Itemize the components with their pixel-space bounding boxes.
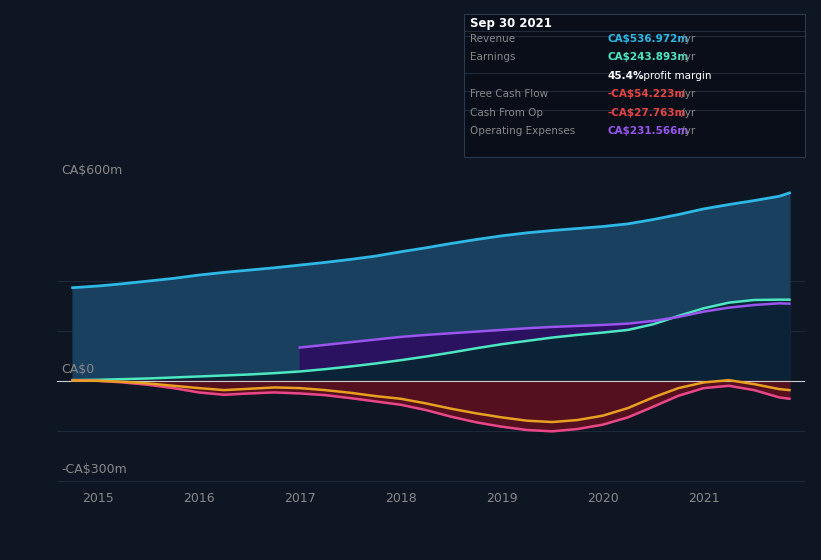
Text: 45.4%: 45.4% bbox=[608, 71, 644, 81]
Text: -CA$27.763m: -CA$27.763m bbox=[608, 108, 686, 118]
Text: CA$600m: CA$600m bbox=[62, 164, 122, 176]
Text: -CA$300m: -CA$300m bbox=[62, 463, 127, 476]
Text: /yr: /yr bbox=[678, 34, 695, 44]
Text: Earnings: Earnings bbox=[470, 52, 516, 62]
Text: Cash From Op: Cash From Op bbox=[470, 108, 544, 118]
Text: CA$231.566m: CA$231.566m bbox=[608, 126, 689, 136]
Text: /yr: /yr bbox=[678, 126, 695, 136]
Text: Sep 30 2021: Sep 30 2021 bbox=[470, 17, 553, 30]
Text: /yr: /yr bbox=[678, 108, 695, 118]
Text: CA$536.972m: CA$536.972m bbox=[608, 34, 689, 44]
Text: /yr: /yr bbox=[678, 89, 695, 99]
Text: CA$0: CA$0 bbox=[62, 363, 94, 376]
Text: CA$243.893m: CA$243.893m bbox=[608, 52, 689, 62]
Text: -CA$54.223m: -CA$54.223m bbox=[608, 89, 686, 99]
Text: Operating Expenses: Operating Expenses bbox=[470, 126, 576, 136]
Text: /yr: /yr bbox=[678, 52, 695, 62]
Text: profit margin: profit margin bbox=[640, 71, 712, 81]
Text: Free Cash Flow: Free Cash Flow bbox=[470, 89, 548, 99]
Text: Revenue: Revenue bbox=[470, 34, 516, 44]
